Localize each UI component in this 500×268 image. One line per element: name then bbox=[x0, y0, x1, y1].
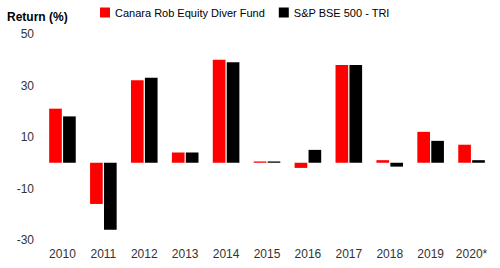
svg-text:S&P BSE 500 - TRI: S&P BSE 500 - TRI bbox=[294, 7, 390, 19]
svg-text:10: 10 bbox=[21, 130, 35, 144]
svg-text:2011: 2011 bbox=[90, 247, 116, 261]
svg-text:30: 30 bbox=[21, 79, 35, 93]
svg-text:Return (%): Return (%) bbox=[7, 10, 68, 24]
svg-text:2016: 2016 bbox=[295, 247, 322, 261]
svg-text:2013: 2013 bbox=[172, 247, 199, 261]
svg-text:2012: 2012 bbox=[131, 247, 158, 261]
svg-text:2014: 2014 bbox=[213, 247, 240, 261]
svg-text:-30: -30 bbox=[17, 233, 35, 247]
svg-text:50: 50 bbox=[21, 27, 35, 41]
svg-text:2015: 2015 bbox=[254, 247, 281, 261]
svg-text:2018: 2018 bbox=[376, 247, 403, 261]
svg-text:2019: 2019 bbox=[417, 247, 444, 261]
svg-text:2017: 2017 bbox=[335, 247, 362, 261]
svg-text:-10: -10 bbox=[17, 182, 35, 196]
svg-text:Canara Rob Equity Diver Fund: Canara Rob Equity Diver Fund bbox=[115, 7, 265, 19]
svg-text:2020*: 2020* bbox=[456, 247, 488, 261]
svg-text:2010: 2010 bbox=[49, 247, 76, 261]
